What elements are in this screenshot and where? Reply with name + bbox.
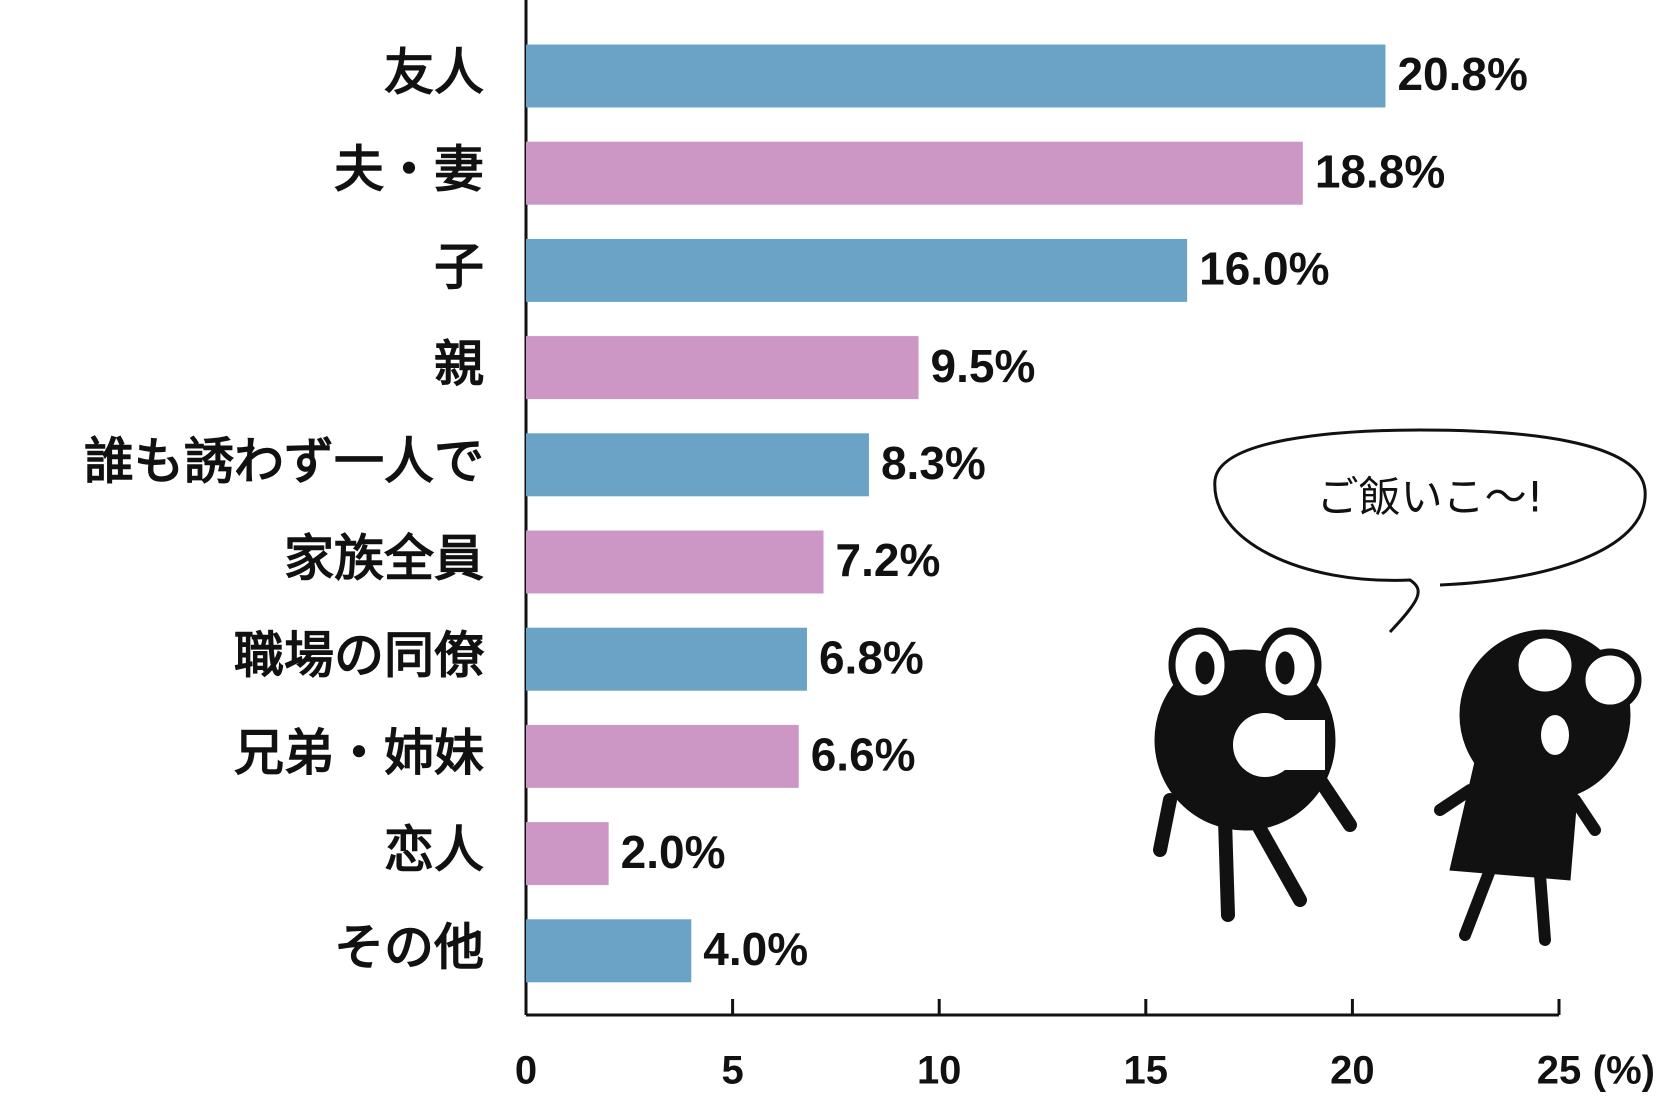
category-label: 子 [434, 238, 484, 296]
bar [526, 44, 1386, 108]
bar [526, 919, 692, 983]
x-tick-label: 5 [721, 1049, 743, 1093]
character-p [1434, 629, 1642, 946]
value-label: 2.0% [621, 826, 726, 878]
value-label: 18.8% [1315, 145, 1445, 197]
bar [526, 822, 609, 886]
x-unit: (%) [1593, 1049, 1655, 1093]
category-label: 親 [434, 335, 484, 393]
category-label: 恋人 [384, 821, 484, 879]
category-label: 家族全員 [284, 530, 484, 588]
bar [526, 724, 799, 788]
category-label: 職場の同僚 [234, 627, 485, 685]
value-label: 6.8% [819, 631, 924, 683]
x-tick-label: 0 [515, 1049, 537, 1093]
x-tick-label: 10 [917, 1049, 962, 1093]
annotation: ご飯いこ〜! [1317, 473, 1544, 522]
value-label: 20.8% [1397, 48, 1527, 100]
value-label: 6.6% [811, 729, 916, 781]
x-tick-label: 25 [1537, 1049, 1582, 1093]
bar [526, 530, 824, 594]
character-c [1153, 627, 1357, 922]
category-label: 誰も誘わず一人で [84, 432, 484, 490]
bar [526, 238, 1188, 302]
value-label: 9.5% [931, 340, 1036, 392]
x-tick-label: 20 [1330, 1049, 1375, 1093]
speech-bubble: ご飯いこ〜! [1213, 428, 1647, 634]
bar [526, 433, 869, 497]
bar [526, 627, 807, 691]
value-label: 7.2% [836, 534, 941, 586]
value-label: 8.3% [881, 437, 986, 489]
category-label: その他 [334, 918, 484, 976]
bar [526, 336, 919, 400]
category-label: 兄弟・姉妹 [234, 724, 484, 782]
x-tick-label: 15 [1124, 1049, 1169, 1093]
bar [526, 141, 1303, 205]
category-label: 夫・妻 [334, 141, 484, 199]
value-label: 4.0% [703, 923, 808, 975]
value-label: 16.0% [1199, 243, 1329, 295]
category-label: 友人 [384, 44, 484, 102]
